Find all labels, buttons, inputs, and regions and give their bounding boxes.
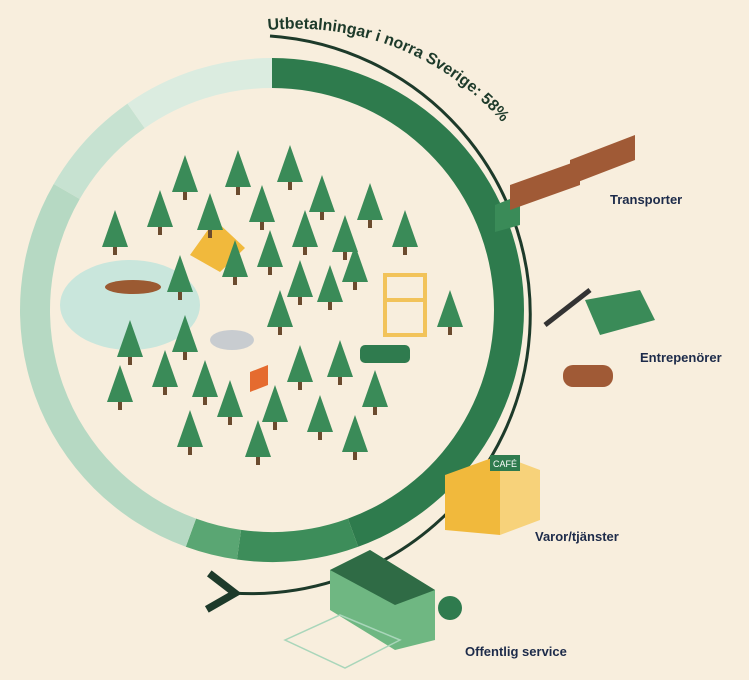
tree-trunk bbox=[353, 280, 357, 290]
tree-trunk bbox=[233, 275, 237, 285]
tree bbox=[147, 190, 173, 227]
tree bbox=[317, 265, 343, 302]
tree bbox=[287, 260, 313, 297]
ring-segment bbox=[53, 103, 145, 199]
ring-segment bbox=[236, 518, 359, 562]
ring-segment bbox=[185, 518, 242, 560]
tree bbox=[249, 185, 275, 222]
tree-trunk bbox=[188, 445, 192, 455]
tree bbox=[357, 183, 383, 220]
tree bbox=[167, 255, 193, 292]
tree-trunk bbox=[158, 225, 162, 235]
tree bbox=[262, 385, 288, 422]
tree-trunk bbox=[338, 375, 342, 385]
tree-trunk bbox=[163, 385, 167, 395]
tree bbox=[342, 245, 368, 282]
tree bbox=[197, 193, 223, 230]
label-contractors: Entrepenörer bbox=[640, 350, 722, 365]
tree-trunk bbox=[368, 218, 372, 228]
label-public: Offentlig service bbox=[465, 644, 567, 659]
tree bbox=[292, 210, 318, 247]
tree-trunk bbox=[298, 295, 302, 305]
tree-trunk bbox=[448, 325, 452, 335]
tree bbox=[362, 370, 388, 407]
ring-segment bbox=[20, 184, 197, 547]
tree bbox=[225, 150, 251, 187]
tree bbox=[172, 315, 198, 352]
label-goods: Varor/tjänster bbox=[535, 529, 619, 544]
tree bbox=[245, 420, 271, 457]
tree-trunk bbox=[303, 245, 307, 255]
tree-trunk bbox=[373, 405, 377, 415]
tree-trunk bbox=[236, 185, 240, 195]
tree-trunk bbox=[320, 210, 324, 220]
tree-trunk bbox=[183, 190, 187, 200]
lake bbox=[60, 260, 200, 350]
tree bbox=[287, 345, 313, 382]
tree bbox=[277, 145, 303, 182]
tree bbox=[327, 340, 353, 377]
tree-trunk bbox=[256, 455, 260, 465]
ring-segment bbox=[127, 58, 272, 129]
tree-trunk bbox=[343, 250, 347, 260]
cafe: CAFÉ bbox=[445, 455, 540, 535]
tower bbox=[383, 273, 427, 337]
tree-trunk bbox=[288, 180, 292, 190]
harvester bbox=[543, 288, 655, 387]
tree-trunk bbox=[328, 300, 332, 310]
tree bbox=[222, 240, 248, 277]
tree-trunk bbox=[208, 228, 212, 238]
canoe bbox=[105, 280, 161, 294]
snowmobile bbox=[360, 345, 410, 363]
forest bbox=[102, 145, 463, 465]
tree bbox=[392, 210, 418, 247]
tree-trunk bbox=[118, 400, 122, 410]
tree-trunk bbox=[228, 415, 232, 425]
ring-segment bbox=[272, 58, 525, 547]
tree-trunk bbox=[113, 245, 117, 255]
tree bbox=[152, 350, 178, 387]
tree-trunk bbox=[318, 430, 322, 440]
tree-trunk bbox=[268, 265, 272, 275]
tree-trunk bbox=[353, 450, 357, 460]
tree bbox=[267, 290, 293, 327]
tree-trunk bbox=[403, 245, 407, 255]
tree-trunk bbox=[128, 355, 132, 365]
tree-trunk bbox=[183, 350, 187, 360]
tree-trunk bbox=[260, 220, 264, 230]
school bbox=[283, 550, 462, 669]
tree bbox=[342, 415, 368, 452]
cafe-sign: CAFÉ bbox=[493, 459, 517, 469]
truck bbox=[495, 135, 635, 232]
tree-trunk bbox=[273, 420, 277, 430]
tree-trunk bbox=[278, 325, 282, 335]
tree bbox=[172, 155, 198, 192]
tree bbox=[107, 365, 133, 402]
tree bbox=[309, 175, 335, 212]
tree-trunk bbox=[298, 380, 302, 390]
tree bbox=[177, 410, 203, 447]
reindeer bbox=[210, 330, 254, 350]
orienteering-flag bbox=[250, 365, 268, 392]
tree bbox=[217, 380, 243, 417]
tree bbox=[117, 320, 143, 357]
tree bbox=[257, 230, 283, 267]
tree bbox=[192, 360, 218, 397]
tree-trunk bbox=[178, 290, 182, 300]
tree bbox=[102, 210, 128, 247]
label-transport: Transporter bbox=[610, 192, 682, 207]
tree-trunk bbox=[203, 395, 207, 405]
tree bbox=[437, 290, 463, 327]
tree bbox=[332, 215, 358, 252]
ring bbox=[20, 58, 525, 562]
tree bbox=[307, 395, 333, 432]
